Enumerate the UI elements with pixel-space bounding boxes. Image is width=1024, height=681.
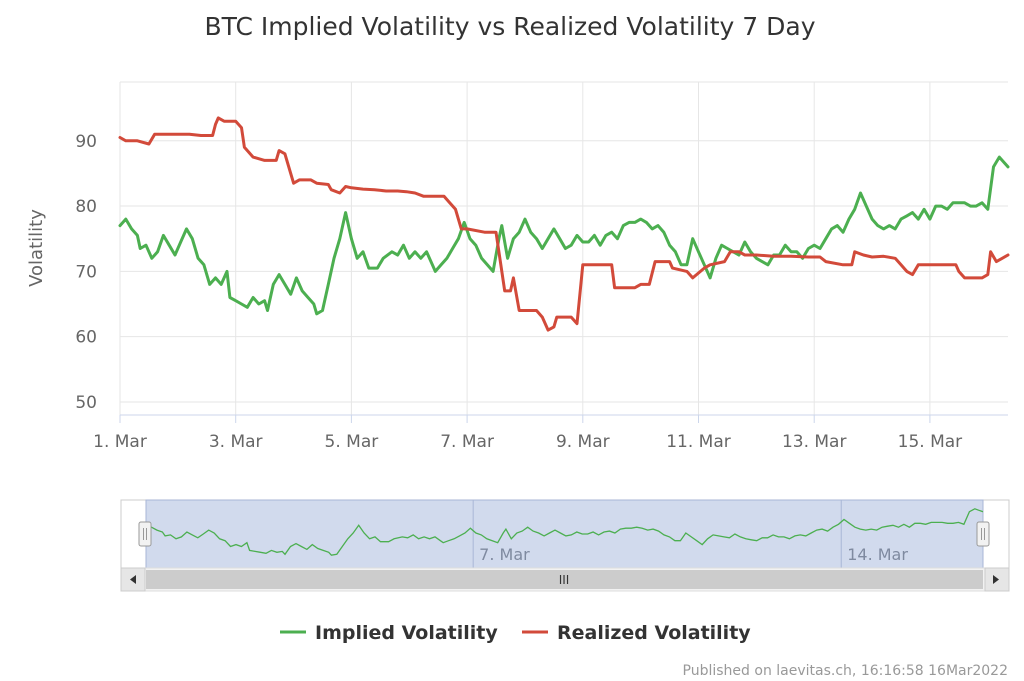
scrollbar-grip: III bbox=[559, 573, 570, 587]
legend-label-realized: Realized Volatility bbox=[557, 622, 751, 644]
y-tick-label: 60 bbox=[75, 328, 97, 348]
x-tick-label: 9. Mar bbox=[556, 432, 610, 452]
navigator-left-handle[interactable] bbox=[138, 521, 152, 547]
x-tick-label: 7. Mar bbox=[440, 432, 494, 452]
x-tick-label: 15. Mar bbox=[898, 432, 963, 452]
navigator-implied-line bbox=[145, 508, 984, 556]
x-tick-labels: 1. Mar 3. Mar 5. Mar 7. Mar 9. Mar 11. Mar 13.… bbox=[93, 432, 962, 452]
series-lines bbox=[118, 116, 1010, 332]
scrollbar[interactable]: III bbox=[120, 567, 1010, 592]
navigator-gridlines bbox=[472, 500, 842, 568]
y-tick-label: 70 bbox=[75, 262, 97, 282]
legend: Implied Volatility Realized Volatility bbox=[280, 622, 751, 644]
navigator-right-handle[interactable] bbox=[976, 521, 990, 547]
published-credit[interactable]: Published on laevitas.ch, 16:16:58 16Mar… bbox=[683, 663, 1008, 679]
x-tick-label: 3. Mar bbox=[209, 432, 263, 452]
navigator-label: 7. Mar bbox=[479, 545, 530, 564]
plot-area: 50 60 70 80 90 1. Mar 3. Mar 5. Mar 7. Mar 9. Ma… bbox=[26, 81, 1010, 452]
realized-volatility-line[interactable] bbox=[118, 116, 1010, 332]
x-tick-label: 5. Mar bbox=[325, 432, 379, 452]
navigator-selection[interactable] bbox=[145, 499, 984, 569]
y-axis-title: Volatility bbox=[26, 209, 47, 287]
navigator-label: 14. Mar bbox=[847, 545, 908, 564]
x-tick-label: 1. Mar bbox=[93, 432, 147, 452]
y-tick-label: 80 bbox=[75, 197, 97, 217]
chevron-left-icon bbox=[130, 575, 136, 584]
scrollbar-thumb[interactable] bbox=[146, 570, 983, 589]
x-tick-label: 11. Mar bbox=[666, 432, 731, 452]
y-tick-labels: 50 60 70 80 90 bbox=[75, 132, 97, 413]
legend-label-implied: Implied Volatility bbox=[315, 622, 498, 644]
navigator[interactable]: 7. Mar 14. Mar bbox=[120, 499, 1010, 569]
implied-volatility-line[interactable] bbox=[118, 155, 1010, 316]
chevron-right-icon bbox=[993, 575, 999, 584]
legend-item-realized[interactable]: Realized Volatility bbox=[522, 622, 751, 644]
x-tick-label: 13. Mar bbox=[782, 432, 847, 452]
y-tick-label: 50 bbox=[75, 393, 97, 413]
y-gridlines bbox=[120, 81, 1008, 403]
y-tick-label: 90 bbox=[75, 132, 97, 152]
navigator-labels: 7. Mar 14. Mar bbox=[479, 545, 908, 564]
chart-title: BTC Implied Volatility vs Realized Volat… bbox=[205, 12, 816, 41]
navigator-series bbox=[145, 508, 984, 556]
legend-item-implied[interactable]: Implied Volatility bbox=[280, 622, 498, 644]
